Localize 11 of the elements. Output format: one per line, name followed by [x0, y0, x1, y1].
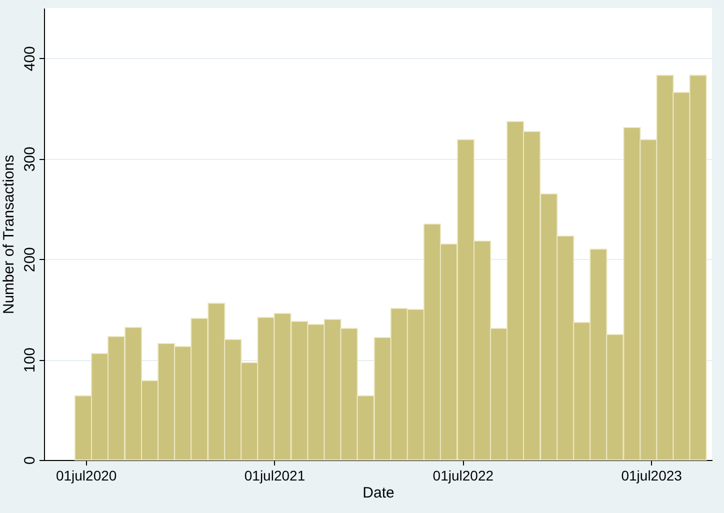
x-tick-label: 01jul2023 — [621, 468, 682, 484]
y-tick-label: 0 — [22, 456, 38, 465]
y-tick-label: 100 — [22, 348, 38, 373]
y-tick-label: 200 — [22, 247, 38, 272]
y-tick-label: 400 — [22, 46, 38, 72]
x-axis-title: Date — [362, 484, 394, 502]
x-tick-label: 01jul2020 — [56, 468, 117, 484]
x-tick-label: 01jul2022 — [432, 468, 494, 484]
x-tick-label: 01jul2021 — [244, 468, 306, 484]
y-tick-label: 300 — [22, 146, 38, 172]
y-axis-title: Number of Transactions — [0, 154, 18, 314]
